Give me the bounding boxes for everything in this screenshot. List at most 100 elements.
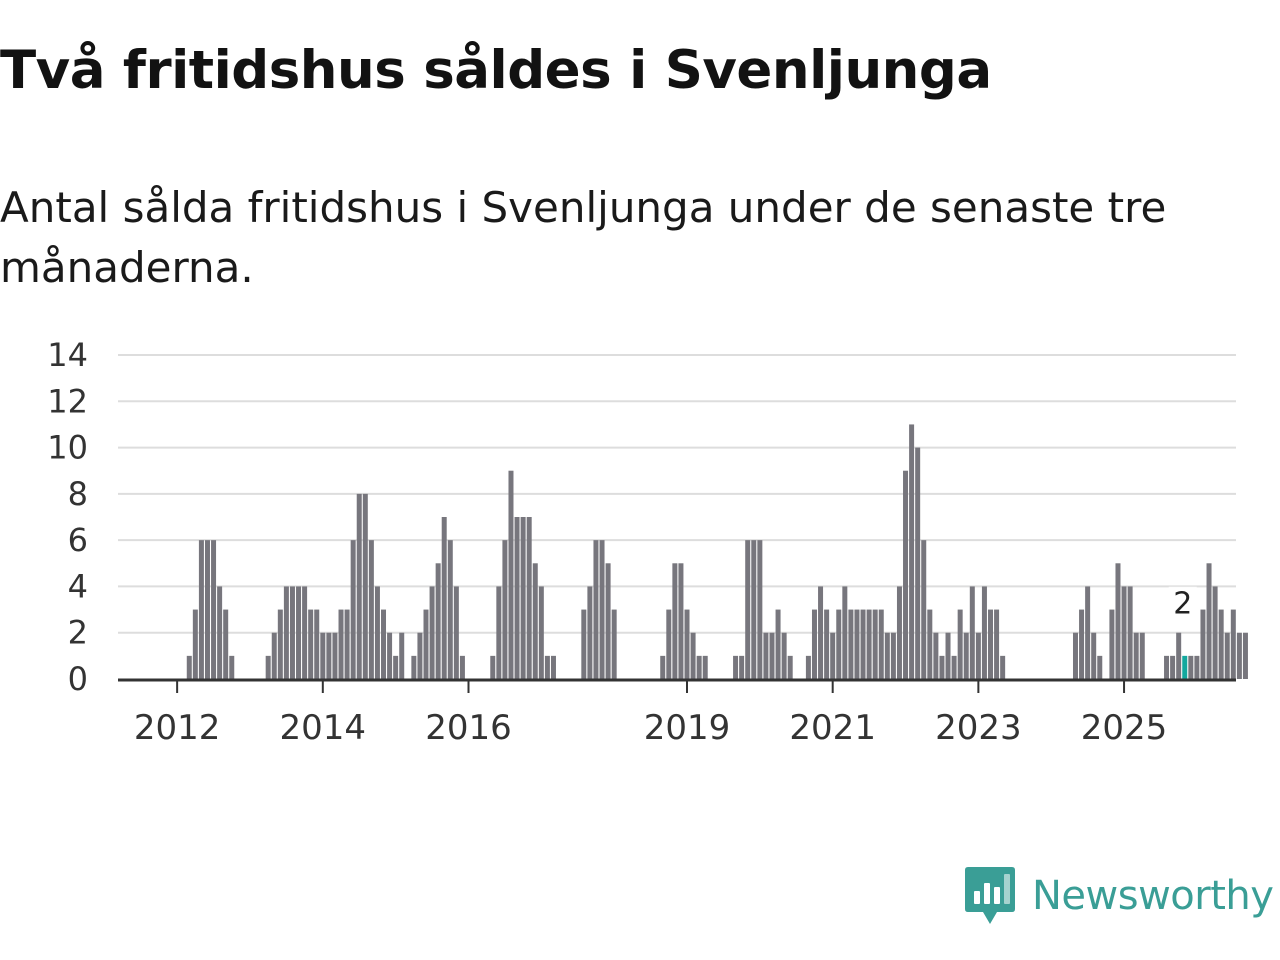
bar: [277, 609, 283, 679]
x-tick-label: 2014: [280, 708, 367, 748]
bar: [1236, 632, 1242, 679]
bar: [1097, 655, 1103, 679]
bar: [289, 586, 295, 679]
data-label: 2: [1173, 587, 1192, 622]
bar: [411, 655, 417, 679]
bar: [544, 655, 550, 679]
bar: [903, 470, 909, 679]
bar: [975, 632, 981, 679]
bar: [508, 470, 514, 679]
bar: [229, 655, 235, 679]
bar: [781, 632, 787, 679]
bar: [368, 540, 374, 679]
x-tick-label: 2021: [789, 708, 876, 748]
bar: [381, 609, 387, 679]
bar: [223, 609, 229, 679]
bar: [884, 632, 890, 679]
bar: [921, 540, 927, 679]
bar: [672, 563, 678, 679]
bar: [811, 609, 817, 679]
bar: [818, 586, 824, 679]
y-tick-label: 14: [47, 336, 88, 374]
bar: [593, 540, 599, 679]
x-tick-label: 2016: [425, 708, 512, 748]
bar: [678, 563, 684, 679]
y-tick-label: 12: [47, 382, 88, 420]
bar: [320, 632, 326, 679]
bar: [186, 655, 192, 679]
bar: [441, 517, 447, 679]
bar: [1127, 586, 1133, 679]
bar: [271, 632, 277, 679]
bar: [860, 609, 866, 679]
bar: [836, 609, 842, 679]
bar: [605, 563, 611, 679]
bar: [1218, 609, 1224, 679]
bar: [1194, 655, 1200, 679]
chart-title: Två fritidshus såldes i Svenljunga: [0, 40, 992, 101]
y-tick-label: 6: [68, 521, 88, 559]
highlight-bar: [1182, 655, 1188, 679]
bar: [805, 655, 811, 679]
bar: [824, 609, 830, 679]
bar: [739, 655, 745, 679]
x-tick-label: 2025: [1081, 708, 1168, 748]
newsworthy-logo: Newsworthy: [964, 864, 1274, 928]
bar: [429, 586, 435, 679]
bar: [417, 632, 423, 679]
bar: [866, 609, 872, 679]
bar: [611, 609, 617, 679]
bar: [217, 586, 223, 679]
bar: [660, 655, 666, 679]
bar: [830, 632, 836, 679]
brand-name: Newsworthy: [1032, 873, 1274, 919]
data-labels: 2: [1168, 586, 1197, 623]
bar: [775, 609, 781, 679]
bar: [532, 563, 538, 679]
bar: [344, 609, 350, 679]
bar: [1206, 563, 1212, 679]
x-tick-label: 2019: [644, 708, 731, 748]
bar: [296, 586, 302, 679]
bar: [890, 632, 896, 679]
bar: [550, 655, 556, 679]
bar: [1230, 609, 1236, 679]
bars: [186, 424, 1248, 679]
gridlines: [118, 354, 1236, 634]
bar: [599, 540, 605, 679]
bar: [994, 609, 1000, 679]
bar: [988, 609, 994, 679]
bar: [514, 517, 520, 679]
bar: [684, 609, 690, 679]
data-label-background: [1168, 586, 1197, 623]
bar: [939, 655, 945, 679]
bar: [447, 540, 453, 679]
bar: [981, 586, 987, 679]
y-tick-label: 8: [68, 475, 88, 513]
bar: [957, 609, 963, 679]
y-tick-label: 10: [47, 429, 88, 467]
bar: [538, 586, 544, 679]
x-tick-label: 2023: [935, 708, 1022, 748]
bar: [951, 655, 957, 679]
bar: [192, 609, 198, 679]
bar: [751, 540, 757, 679]
bar: [1091, 632, 1097, 679]
bar: [854, 609, 860, 679]
bar: [265, 655, 271, 679]
bar: [520, 517, 526, 679]
bar: [459, 655, 465, 679]
bar: [338, 609, 344, 679]
bar: [878, 609, 884, 679]
bar: [326, 632, 332, 679]
bar: [1170, 655, 1176, 679]
bar: [690, 632, 696, 679]
bar: [587, 586, 593, 679]
bar: [435, 563, 441, 679]
newsworthy-logo-icon: [965, 867, 1015, 924]
bar: [1188, 655, 1194, 679]
bar-chart: 0 2 4 6 8 10 12 14 2012 2014 2016 2019 2021 2023 2025…: [47, 336, 1248, 748]
bar: [969, 586, 975, 679]
bar: [1176, 632, 1182, 679]
bar: [702, 655, 708, 679]
